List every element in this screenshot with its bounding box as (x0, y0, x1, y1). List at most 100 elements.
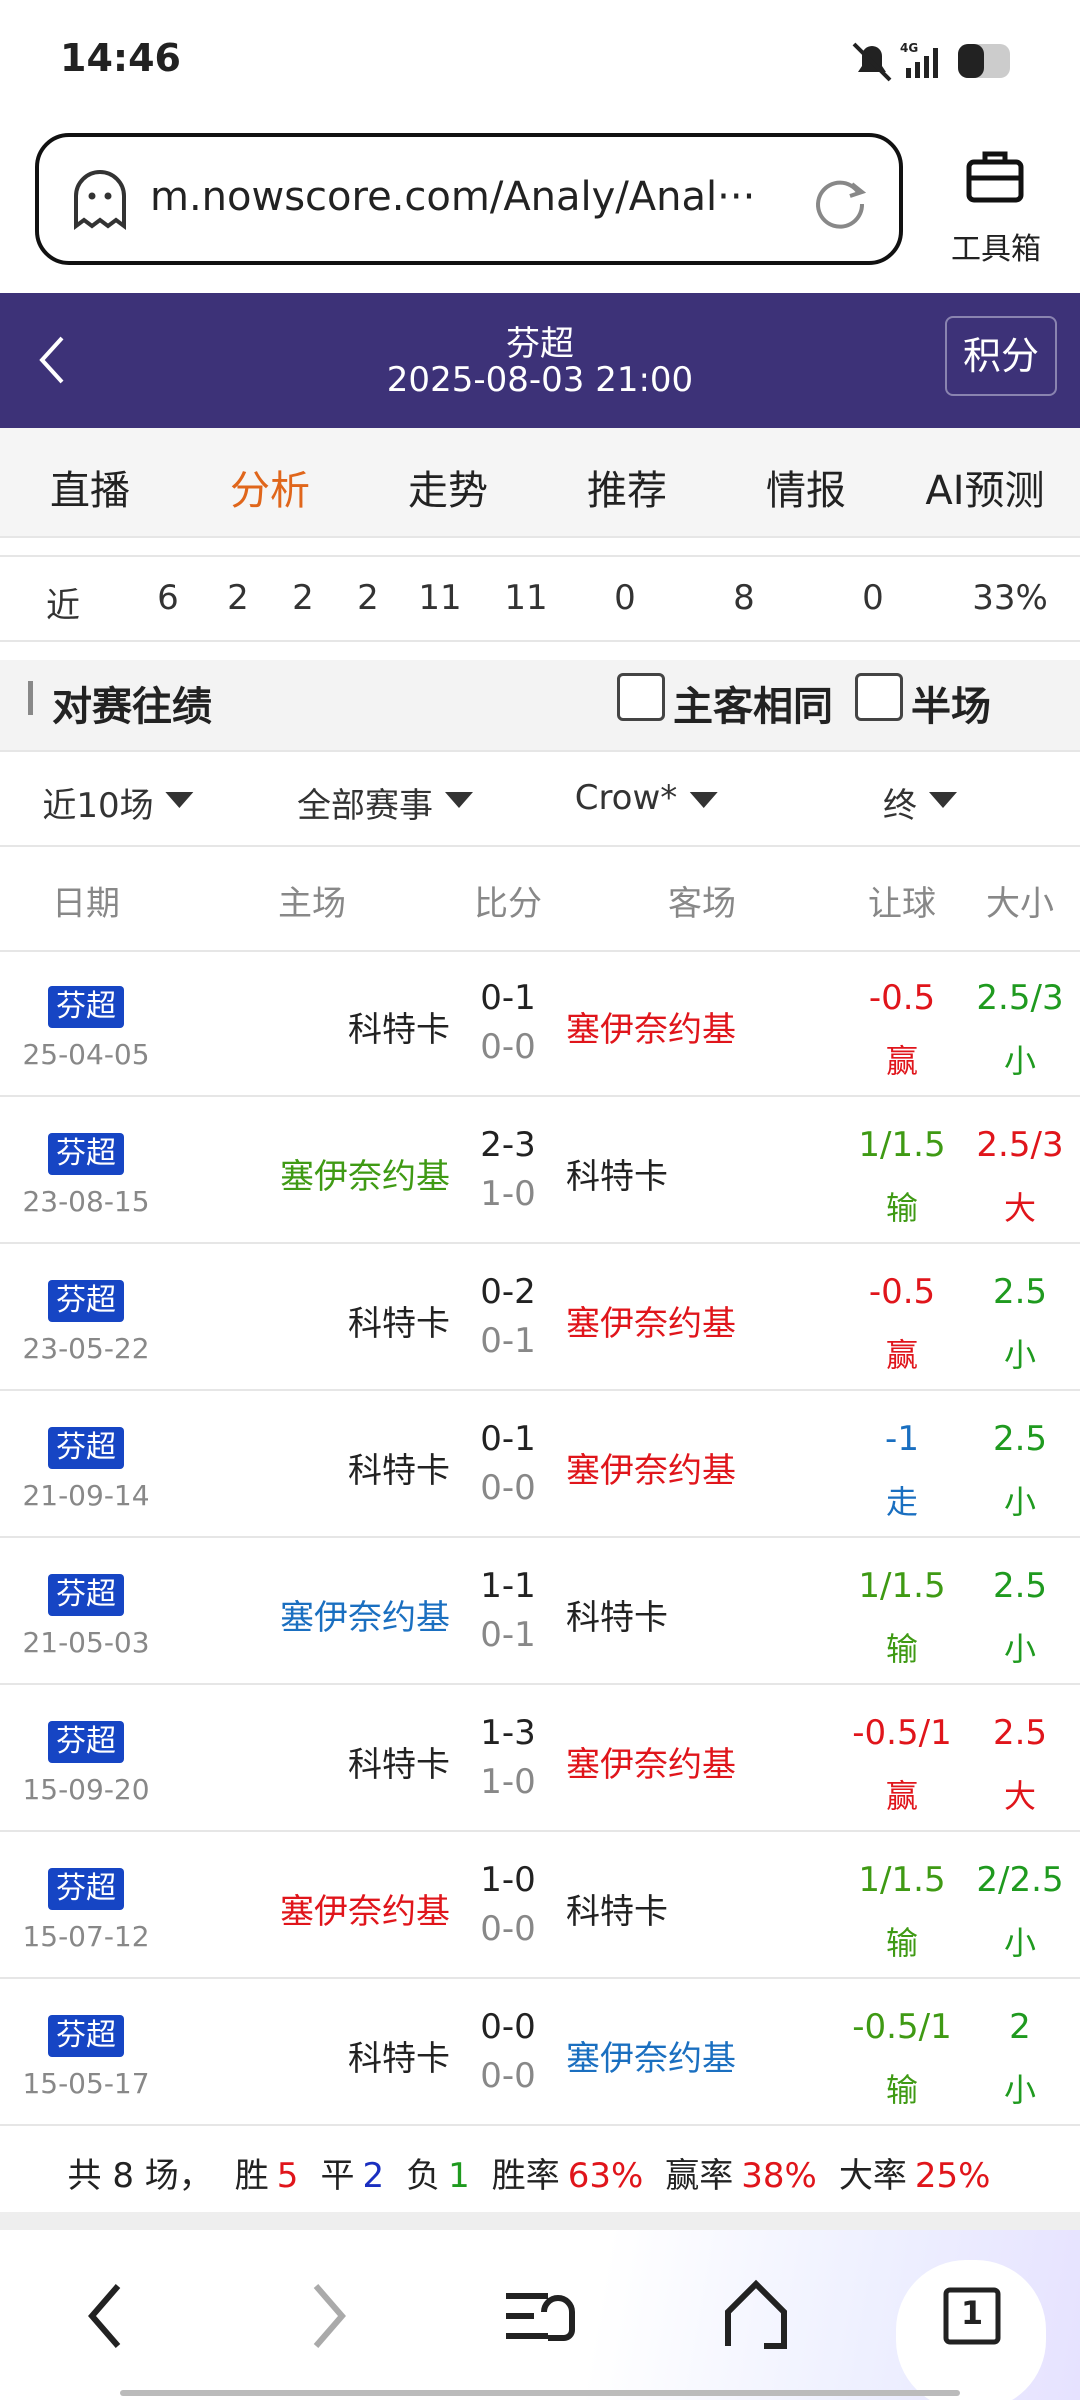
divider (0, 1683, 1080, 1685)
half-time-score: 0-1 (480, 1321, 536, 1361)
toolbox-icon[interactable] (965, 148, 1025, 204)
total-line: 2.5 (992, 1419, 1048, 1459)
tab[interactable]: 直播 (50, 468, 130, 514)
home-team[interactable]: 塞伊奈约基 (280, 1598, 450, 1638)
league-badge: 芬超 (48, 1868, 124, 1910)
nav-forward[interactable] (313, 2284, 346, 2348)
gesture-bar (120, 2390, 960, 2396)
column-header: 大小 (986, 884, 1054, 924)
checkbox[interactable] (855, 673, 903, 721)
summary-text: 胜 (234, 2156, 269, 2196)
away-team[interactable]: 科特卡 (566, 1892, 668, 1932)
match-date: 15-07-12 (22, 1920, 150, 1953)
home-team[interactable]: 塞伊奈约基 (280, 1157, 450, 1197)
section-marker (28, 681, 33, 715)
total-result: 大 (1003, 1777, 1037, 1815)
handicap-result: 输 (885, 1630, 919, 1668)
summary-cell: 11 (418, 578, 462, 618)
half-time-score: 0-0 (480, 1468, 536, 1508)
checkbox[interactable] (617, 673, 665, 721)
tab-button[interactable] (943, 2287, 1001, 2345)
divider (0, 1830, 1080, 1832)
tab[interactable]: 情报 (766, 468, 846, 514)
dropdown-arrow (165, 792, 194, 808)
filter-dropdown[interactable]: 终 (883, 778, 957, 827)
divider (0, 1977, 1080, 1979)
tab[interactable]: AI预测 (925, 468, 1045, 514)
status-time: 14:46 (60, 36, 181, 80)
checkbox-label[interactable]: 半场 (911, 684, 991, 730)
dropdown-arrow (929, 792, 957, 808)
match-date: 21-05-03 (22, 1626, 150, 1659)
league-title: 芬超 (506, 324, 574, 364)
column-header: 比分 (474, 884, 542, 924)
footer-summary: 共 8 场， 胜 5 平 2 负 1 胜率 63% 赢率 38% 大率 25% (68, 2148, 1013, 2197)
summary-text: 胜率 (491, 2156, 560, 2196)
tab-bar (0, 428, 1080, 536)
url-text[interactable]: m.nowscore.com/Analy/Anal··· (150, 174, 756, 220)
reload-icon[interactable] (812, 174, 868, 230)
divider (0, 1242, 1080, 1244)
away-team[interactable]: 塞伊奈约基 (566, 1745, 736, 1785)
filter-dropdown[interactable]: 全部赛事 (297, 778, 473, 827)
tab[interactable]: 走势 (408, 468, 488, 514)
full-time-score: 0-1 (480, 1419, 536, 1459)
summary-text: 平 (320, 2156, 355, 2196)
summary-cell: 2 (292, 578, 314, 618)
summary-text: 63% (567, 2156, 644, 2196)
total-line: 2.5/3 (976, 978, 1064, 1018)
total-result: 小 (1003, 1336, 1037, 1374)
home-team[interactable]: 科特卡 (348, 1451, 450, 1491)
checkbox-label[interactable]: 主客相同 (673, 684, 833, 730)
league-badge: 芬超 (48, 1427, 124, 1469)
away-team[interactable]: 塞伊奈约基 (566, 1451, 736, 1491)
status-icons: 4G (852, 41, 1010, 82)
handicap-result: 输 (885, 2071, 919, 2109)
total-result: 小 (1003, 1630, 1037, 1668)
handicap: 1/1.5 (858, 1566, 946, 1606)
back-button[interactable] (34, 332, 70, 388)
half-time-score: 1-0 (480, 1762, 536, 1802)
home-team[interactable]: 科特卡 (348, 2039, 450, 2079)
away-team[interactable]: 塞伊奈约基 (566, 1010, 736, 1050)
total-result: 小 (1003, 2071, 1037, 2109)
divider (0, 536, 1080, 538)
tab[interactable]: 推荐 (587, 468, 667, 514)
nav-back[interactable] (88, 2284, 121, 2348)
summary-text: 5 (276, 2156, 299, 2196)
half-time-score: 0-0 (480, 1909, 536, 1949)
summary-cell: 近 (46, 586, 80, 626)
handicap: 1/1.5 (858, 1125, 946, 1165)
away-team[interactable]: 科特卡 (566, 1157, 668, 1197)
total-line: 2/2.5 (976, 1860, 1064, 1900)
home-team[interactable]: 科特卡 (348, 1745, 450, 1785)
summary-cell: 33% (972, 578, 1048, 618)
home-team[interactable]: 塞伊奈约基 (280, 1892, 450, 1932)
divider (0, 1095, 1080, 1097)
away-team[interactable]: 塞伊奈约基 (566, 1304, 736, 1344)
points-button[interactable]: 积分 (945, 316, 1057, 396)
league-badge: 芬超 (48, 1280, 124, 1322)
summary-text: 共 8 场， (67, 2156, 213, 2196)
column-header: 让球 (868, 884, 936, 924)
toolbox-label[interactable]: 工具箱 (951, 232, 1041, 267)
home-team[interactable]: 科特卡 (348, 1010, 450, 1050)
total-line: 2 (1009, 2007, 1031, 2047)
nav-icons (88, 2260, 1046, 2400)
home-team[interactable]: 科特卡 (348, 1304, 450, 1344)
league-badge: 芬超 (48, 1574, 124, 1616)
handicap-result: 走 (885, 1483, 919, 1521)
nav-menu[interactable] (506, 2293, 575, 2341)
league-badge: 芬超 (48, 1721, 124, 1763)
full-time-score: 0-2 (480, 1272, 536, 1312)
filter-dropdown[interactable]: Crow* (575, 778, 718, 818)
away-team[interactable]: 科特卡 (566, 1598, 668, 1638)
nav-home[interactable] (725, 2279, 787, 2349)
filter-dropdown[interactable]: 近10场 (42, 778, 194, 827)
tab[interactable]: 分析 (230, 468, 310, 514)
handicap: -0.5/1 (852, 2007, 952, 2047)
away-team[interactable]: 塞伊奈约基 (566, 2039, 736, 2079)
tab-count[interactable]: 1 (960, 2294, 984, 2332)
url-bar[interactable] (35, 133, 903, 265)
